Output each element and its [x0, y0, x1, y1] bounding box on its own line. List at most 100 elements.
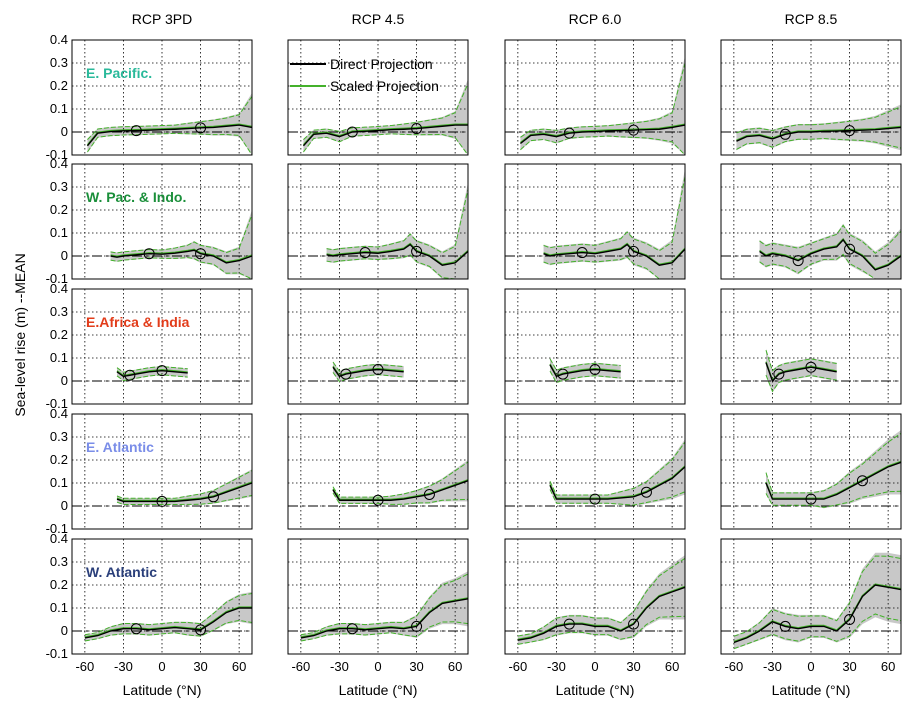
data-point-marker [589, 364, 601, 375]
x-axis-label: Latitude (°N) [339, 682, 418, 698]
x-tick-label: 60 [881, 659, 895, 674]
direct-projection-line [300, 598, 469, 639]
scaled-upper-line [326, 189, 469, 254]
y-tick-label: -0.1 [46, 271, 68, 286]
panel [720, 288, 902, 405]
panel-frame [71, 538, 253, 655]
panel [287, 39, 469, 156]
y-tick-label: 0.2 [50, 452, 68, 467]
direct-projection-line [759, 238, 902, 271]
legend-label: Scaled Projection [330, 78, 439, 94]
y-tick-label: 0.2 [50, 202, 68, 217]
direct-projection-line [543, 243, 686, 266]
scaled-lower-line [116, 494, 253, 506]
scaled-lower-line [765, 490, 902, 508]
x-tick-label: -60 [75, 659, 94, 674]
data-point-marker [156, 365, 168, 377]
y-tick-label: 0.2 [50, 327, 68, 342]
data-point-marker [411, 245, 423, 257]
x-tick-label: 0 [374, 659, 381, 674]
panel: -60 -30 0 30 60 [504, 538, 686, 674]
scaled-projection-line [302, 123, 468, 146]
y-tick-label: 0.2 [50, 78, 68, 93]
panel-frame [71, 163, 253, 280]
x-tick-label: 0 [158, 659, 165, 674]
direct-projection-line [549, 364, 621, 378]
direct-projection-line [517, 586, 686, 641]
x-axis-label: Latitude (°N) [556, 682, 635, 698]
scaled-lower-line [520, 135, 686, 156]
y-tick-label: 0.3 [50, 179, 68, 194]
panel-frame [720, 413, 902, 530]
spread-band [733, 552, 901, 650]
spread-band [87, 92, 252, 155]
scaled-lower-line [84, 619, 253, 642]
y-tick-label: 0.4 [50, 406, 68, 421]
spread-band [550, 439, 685, 506]
data-point-marker [576, 247, 588, 259]
x-tick-label: -30 [114, 659, 133, 674]
panel [287, 288, 469, 405]
direct-projection-line [765, 461, 902, 500]
region-label: E.Africa & India [86, 314, 190, 330]
direct-projection-line [519, 124, 686, 145]
panel-frame [504, 288, 686, 405]
y-tick-label: 0.1 [50, 101, 68, 116]
data-point-marker [779, 128, 791, 140]
x-tick-label: -30 [547, 659, 566, 674]
panel: -60 -30 0 30 60 [720, 538, 902, 674]
scaled-upper-line [332, 361, 404, 372]
scaled-lower-line [549, 489, 686, 506]
data-point-marker [773, 368, 785, 380]
x-tick-label: 30 [409, 659, 423, 674]
y-tick-label: 0 [61, 498, 68, 513]
scaled-lower-line [332, 372, 404, 383]
scaled-lower-line [549, 370, 621, 384]
spread-band [736, 104, 901, 151]
data-point-marker [628, 618, 640, 630]
scaled-lower-line [517, 615, 686, 645]
y-tick-label: -0.1 [46, 396, 68, 411]
data-point-marker [589, 493, 601, 505]
scaled-projection-line [116, 481, 253, 502]
direct-projection-line [765, 362, 837, 383]
data-point-marker [156, 495, 168, 507]
y-tick-label: 0.3 [50, 429, 68, 444]
scaled-upper-line [549, 441, 686, 496]
data-point-marker [844, 614, 856, 625]
x-tick-label: 30 [626, 659, 640, 674]
panel-frame [504, 39, 686, 156]
data-point-marker [130, 623, 142, 635]
scaled-projection-line [84, 606, 252, 638]
data-point-marker [143, 248, 155, 260]
x-tick-label: 0 [591, 659, 598, 674]
scaled-projection-line [326, 242, 469, 266]
data-point-marker [563, 618, 575, 630]
direct-projection-line [110, 249, 253, 264]
y-tick-label: 0.1 [50, 475, 68, 490]
direct-projection-line [736, 126, 902, 142]
panel-frame [720, 163, 902, 280]
panel-frame [720, 39, 902, 156]
scaled-lower-line [733, 613, 902, 650]
panel-grid: Latitude (°N) Latitude (°N) Latitude (°N) L… [46, 32, 902, 698]
scaled-projection-line [543, 242, 686, 266]
direct-projection-line [549, 466, 686, 500]
scaled-upper-line [736, 106, 902, 134]
panel [504, 413, 686, 530]
region-label: W. Pac. & Indo. [86, 189, 186, 205]
panel: -0.1 0 0.1 0.2 0.3 0.4 E. Pacific. [46, 32, 253, 162]
spread-band [333, 361, 404, 383]
y-tick-label: 0.4 [50, 281, 68, 296]
panel-frame [71, 39, 253, 156]
scaled-lower-line [326, 254, 468, 280]
y-tick-label: 0 [61, 373, 68, 388]
x-tick-label: -30 [330, 659, 349, 674]
panel-frame [287, 163, 469, 280]
panel-frame [287, 288, 469, 405]
spread-band [766, 348, 837, 393]
panel [504, 39, 686, 156]
panel: -0.1 0 0.1 0.2 0.3 0.4 E.Africa & India [46, 281, 253, 411]
panel [504, 163, 686, 280]
panel [720, 413, 902, 530]
